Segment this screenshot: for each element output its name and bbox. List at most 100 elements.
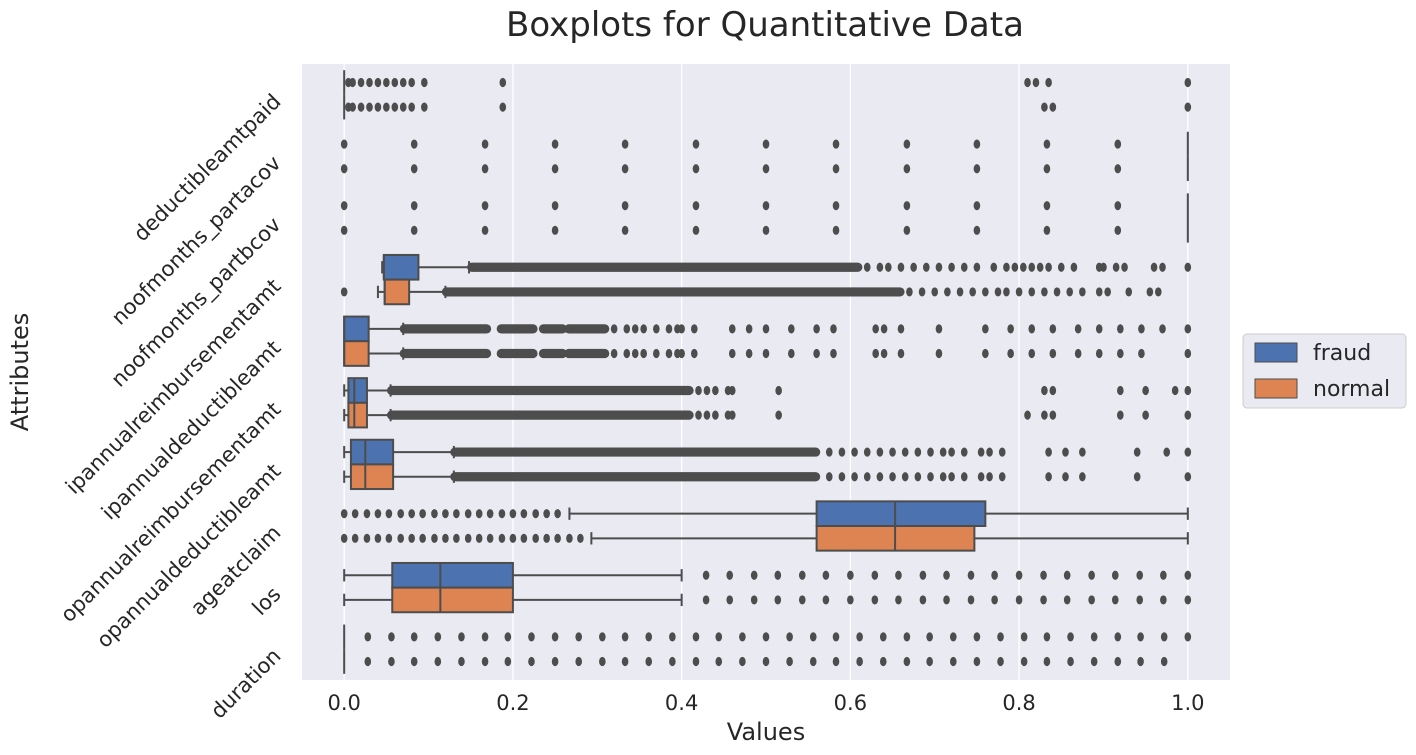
outlier-point	[997, 656, 1004, 667]
outlier-point	[621, 139, 629, 149]
outlier-point	[1003, 287, 1010, 297]
y-tick-label: los	[248, 582, 286, 620]
outlier-point	[543, 533, 550, 543]
outlier-point	[520, 509, 528, 519]
outlier-point	[692, 225, 700, 235]
outlier-point	[621, 656, 629, 667]
outlier-point	[475, 533, 483, 543]
outlier-point	[1184, 385, 1192, 396]
outlier-point	[509, 509, 517, 519]
outlier-band	[496, 348, 538, 359]
outlier-point	[383, 102, 390, 112]
outlier-point	[1184, 570, 1192, 580]
outlier-point	[986, 447, 993, 457]
outlier-point	[554, 533, 561, 543]
outlier-point	[775, 385, 782, 396]
outlier-point	[1137, 656, 1144, 667]
outlier-point	[1184, 447, 1192, 457]
outlier-point	[1020, 656, 1028, 667]
outlier-point	[1079, 287, 1086, 297]
outlier-point	[872, 348, 879, 359]
outlier-point	[1043, 164, 1051, 174]
outlier-point	[374, 533, 382, 543]
outlier-point	[830, 324, 837, 334]
outlier-point	[991, 595, 998, 605]
outlier-point	[1142, 410, 1149, 420]
outlier-point	[391, 77, 399, 88]
outlier-point	[1142, 385, 1149, 396]
outlier-point	[880, 348, 888, 359]
outlier-point	[935, 262, 943, 272]
outlier-point	[990, 262, 998, 272]
outlier-point	[919, 595, 927, 605]
outlier-point	[879, 656, 887, 667]
outlier-point	[1032, 77, 1040, 88]
boxplot-marks	[340, 70, 1192, 674]
outlier-point	[926, 632, 933, 642]
outlier-point	[702, 595, 710, 605]
outlier-point	[1020, 632, 1028, 642]
outlier-point	[1146, 287, 1154, 297]
outlier-point	[1184, 348, 1192, 359]
outlier-point	[566, 533, 573, 543]
outlier-point	[1079, 447, 1086, 457]
x-tick-label: 1.0	[1171, 691, 1204, 715]
box	[347, 377, 368, 404]
outlier-point	[1111, 595, 1119, 605]
outlier-band	[564, 348, 610, 359]
outlier-point	[745, 348, 753, 359]
outlier-point	[692, 656, 700, 667]
outlier-point	[851, 472, 858, 482]
outlier-point	[692, 632, 700, 642]
outlier-point	[690, 348, 698, 359]
outlier-point	[856, 656, 863, 667]
outlier-point	[973, 656, 981, 667]
outlier-point	[863, 447, 871, 457]
outlier-point	[876, 262, 884, 272]
outlier-point	[1133, 447, 1141, 457]
outlier-point	[645, 656, 653, 667]
box	[391, 586, 514, 614]
outlier-point	[499, 77, 507, 88]
outlier-point	[410, 139, 418, 149]
outlier-point	[1117, 410, 1124, 420]
series-fraud	[340, 70, 1192, 650]
outlier-point	[645, 632, 653, 642]
outlier-point	[885, 262, 892, 272]
outlier-point	[464, 533, 472, 543]
outlier-point	[762, 348, 770, 359]
outlier-point	[1049, 410, 1057, 420]
outlier-point	[419, 509, 426, 519]
outlier-point	[762, 225, 770, 235]
outlier-point	[695, 410, 702, 420]
outlier-point	[464, 509, 472, 519]
outlier-point	[879, 632, 887, 642]
outlier-band	[386, 385, 694, 396]
outlier-band	[399, 324, 492, 334]
outlier-point	[712, 385, 719, 396]
outlier-point	[1114, 656, 1122, 667]
outlier-point	[1117, 385, 1124, 396]
outlier-point	[960, 447, 968, 457]
outlier-point	[340, 225, 348, 235]
outlier-point	[1024, 77, 1031, 88]
outlier-point	[1036, 262, 1044, 272]
x-axis-ticks: 0.0 0.2 0.4 0.6 0.8 1.0	[327, 691, 1204, 715]
outlier-point	[903, 201, 911, 211]
outlier-point	[918, 287, 926, 297]
outlier-point	[1150, 262, 1158, 272]
outlier-point	[901, 472, 909, 482]
outlier-point	[610, 348, 618, 359]
y-tick-label: duration	[206, 644, 285, 723]
outlier-point	[1045, 77, 1052, 88]
outlier-point	[1007, 348, 1014, 359]
outlier-band	[564, 324, 610, 334]
outlier-point	[897, 348, 905, 359]
outlier-point	[798, 570, 806, 580]
outlier-point	[442, 533, 449, 543]
outlier-point	[640, 348, 647, 359]
outlier-point	[481, 632, 489, 642]
outlier-point	[1049, 348, 1057, 359]
outlier-point	[1159, 324, 1166, 334]
